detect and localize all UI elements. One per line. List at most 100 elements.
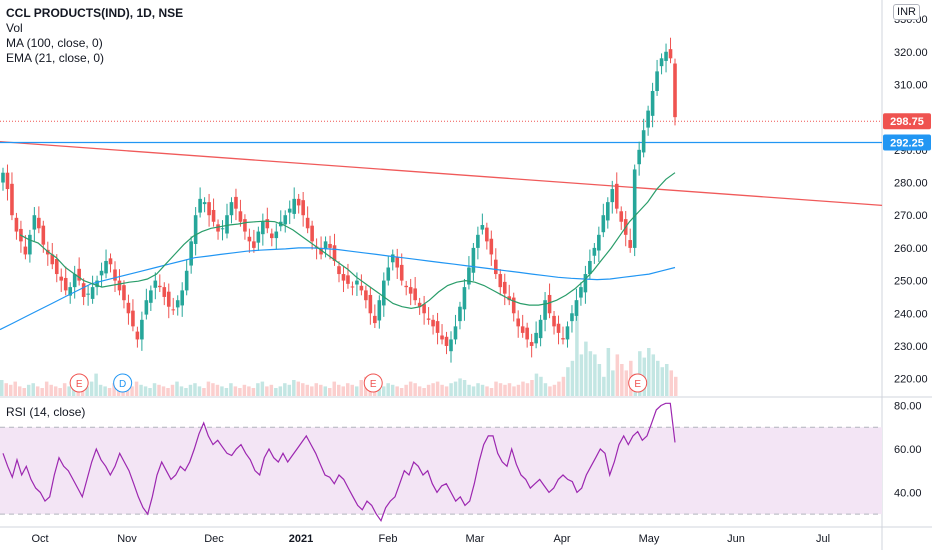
candle-body xyxy=(63,277,68,291)
volume-bar xyxy=(620,364,624,396)
candle-body xyxy=(131,310,135,327)
volume-bar xyxy=(206,381,211,396)
candle-body xyxy=(247,236,252,242)
event-marker xyxy=(363,373,383,393)
volume-bar xyxy=(242,384,247,396)
candle-body xyxy=(99,270,104,276)
volume-bar xyxy=(462,380,467,396)
candle-body xyxy=(592,247,597,256)
candle-body xyxy=(538,319,543,339)
volume-bar xyxy=(386,383,390,396)
rsi-legend[interactable]: RSI (14, close) xyxy=(6,405,86,419)
candle-body xyxy=(77,268,81,281)
volume-bar xyxy=(467,384,471,396)
volume-bar xyxy=(265,386,269,396)
volume-bar xyxy=(314,383,319,396)
volume-bar xyxy=(575,300,579,396)
volume-bar xyxy=(260,381,265,396)
volume-bar xyxy=(184,388,188,396)
candle-body xyxy=(5,172,10,190)
volume-bar xyxy=(498,383,503,396)
symbol-title[interactable]: CCL PRODUCTS(IND), 1D, NSE xyxy=(6,6,184,20)
volume-bar xyxy=(543,383,548,396)
candle-body xyxy=(637,149,641,165)
event-marker xyxy=(113,373,133,393)
currency-button[interactable]: INR xyxy=(893,4,920,20)
time-tick-label: Jun xyxy=(727,533,745,545)
volume-bar xyxy=(431,383,435,396)
price-tick-label: 270.00 xyxy=(894,210,928,222)
candle-body xyxy=(323,241,328,250)
candle-body xyxy=(158,285,162,288)
rsi-tick-label: 60.00 xyxy=(894,444,922,456)
candle-body xyxy=(198,198,202,213)
volume-bar xyxy=(638,351,642,396)
volume-bar xyxy=(197,386,202,396)
candle-body xyxy=(673,63,677,118)
candle-body xyxy=(252,241,256,248)
candle-body xyxy=(50,254,55,265)
candle-body xyxy=(350,286,355,288)
volume-bar xyxy=(13,381,17,396)
volume-bar xyxy=(139,384,143,396)
volume-bar xyxy=(480,384,485,396)
candle-body xyxy=(283,215,288,225)
support-price-label: 292.25 xyxy=(890,137,924,149)
last-price-label-bg xyxy=(883,113,931,130)
volume-bar xyxy=(193,383,197,396)
candle-body xyxy=(180,290,184,306)
candle-body xyxy=(494,259,498,275)
candle-body xyxy=(81,283,86,297)
volume-bar xyxy=(323,386,328,396)
price-tick-label: 260.00 xyxy=(894,243,928,255)
candle-body xyxy=(86,293,90,295)
event-marker xyxy=(69,373,89,393)
candle-body xyxy=(511,297,516,314)
rsi-tick-label: 80.00 xyxy=(894,401,922,413)
volume-bar xyxy=(305,384,310,396)
volume-legend[interactable]: Vol xyxy=(6,21,23,35)
candle-body xyxy=(355,280,359,285)
volume-bar xyxy=(238,388,242,396)
candle-body xyxy=(435,321,440,333)
volume-bar xyxy=(404,384,408,396)
volume-bar xyxy=(422,388,426,396)
ema-legend[interactable]: EMA (21, close, 0) xyxy=(6,51,105,65)
ma-legend[interactable]: MA (100, close, 0) xyxy=(6,36,103,50)
volume-bar xyxy=(476,383,480,396)
volume-bar xyxy=(453,381,458,396)
candle-body xyxy=(113,269,117,281)
volume-bar xyxy=(516,384,521,396)
candle-body xyxy=(655,71,659,91)
volume-bar xyxy=(94,373,98,396)
candle-body xyxy=(597,234,601,251)
volume-bar xyxy=(229,383,233,396)
volume-bar xyxy=(166,388,170,396)
chart-legend: CCL PRODUCTS(IND), 1D, NSE Vol MA (100, … xyxy=(6,6,183,66)
event-marker-label: E xyxy=(634,379,641,390)
candle-body xyxy=(601,215,606,233)
volume-bar xyxy=(593,354,597,396)
volume-bar xyxy=(337,384,341,396)
time-tick-label: Dec xyxy=(204,533,224,545)
candle-body xyxy=(480,225,485,230)
candle-body xyxy=(664,51,668,61)
rsi-line xyxy=(2,402,676,522)
support-price-label-bg xyxy=(883,134,931,151)
time-tick-label: Apr xyxy=(553,533,570,545)
candle-body xyxy=(529,342,534,346)
volume-bar xyxy=(274,388,278,396)
candle-body xyxy=(614,183,619,209)
candle-body xyxy=(41,225,46,245)
candle-body xyxy=(485,227,489,242)
candle-body xyxy=(261,221,265,235)
candle-body xyxy=(556,323,561,333)
candle-body xyxy=(574,300,579,316)
candle-body xyxy=(171,309,176,311)
candle-body xyxy=(417,302,422,307)
volume-bar xyxy=(458,378,462,396)
candle-body xyxy=(135,331,140,340)
volume-bar xyxy=(143,386,148,396)
candle-body xyxy=(449,339,453,352)
